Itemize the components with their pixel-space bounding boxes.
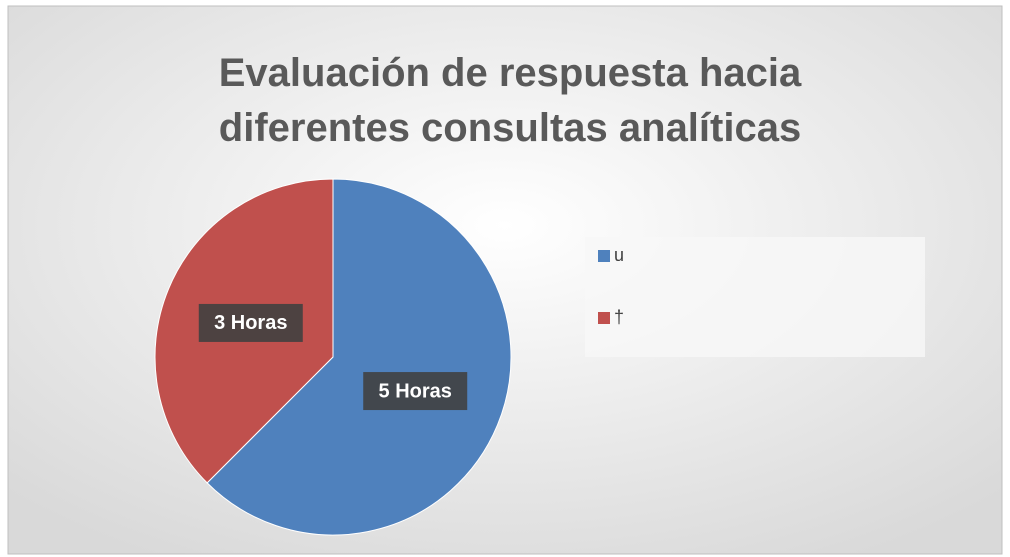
data-label-box [363, 372, 468, 411]
data-label: 5 Horas [379, 380, 452, 402]
data-label-box [198, 303, 303, 342]
legend-label: u [614, 245, 624, 265]
legend-swatch [598, 312, 610, 324]
chart-title: Evaluación de respuesta hacia diferentes … [219, 51, 802, 150]
legend-label: † [614, 307, 624, 327]
legend-box [585, 237, 925, 357]
legend-swatch [598, 250, 610, 262]
pie-slice [206, 178, 512, 536]
data-label: 3 Horas [214, 312, 287, 334]
